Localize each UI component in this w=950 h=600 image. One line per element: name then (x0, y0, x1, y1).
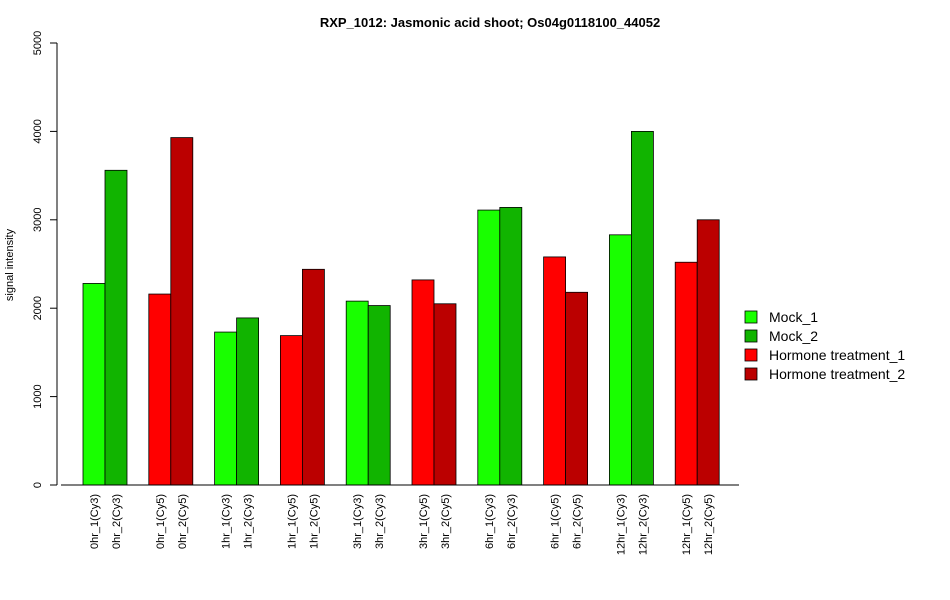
x-tick-label: 12hr_1(Cy3) (615, 494, 627, 555)
legend-swatch (744, 329, 758, 343)
legend-swatch (744, 310, 758, 324)
legend-item: Mock_1 (744, 309, 818, 325)
bar (345, 300, 369, 486)
bar (433, 303, 457, 486)
bars-layer (82, 130, 720, 486)
legend-label: Mock_1 (769, 309, 818, 325)
bar (82, 283, 106, 486)
bar (631, 130, 654, 486)
x-tick-label: 0hr_1(Cy3) (89, 494, 101, 549)
x-tick-label: 1hr_1(Cy3) (221, 494, 233, 549)
y-tick-label: 4000 (32, 119, 44, 143)
y-tick-label: 2000 (32, 296, 44, 320)
x-tick-label: 3hr_2(Cy5) (440, 494, 452, 549)
bar (236, 317, 260, 486)
legend-label: Hormone treatment_2 (769, 366, 905, 382)
bar (301, 268, 325, 486)
y-tick-label: 1000 (32, 384, 44, 408)
x-tick-label: 1hr_1(Cy5) (286, 494, 298, 549)
legend-swatch (744, 367, 758, 381)
y-axis-label: signal intensity (4, 228, 16, 301)
bar (411, 279, 435, 486)
bar (148, 293, 172, 486)
y-tick-label: 5000 (32, 31, 44, 55)
bar (367, 305, 391, 486)
legend-label: Hormone treatment_1 (769, 347, 905, 363)
x-tick-label: 6hr_2(Cy3) (506, 494, 518, 549)
bar (696, 219, 720, 486)
x-tick-label: 3hr_1(Cy5) (418, 494, 430, 549)
y-axis: 0 1000 2000 3000 4000 5000 (32, 31, 58, 488)
y-tick-label: 3000 (32, 208, 44, 232)
x-tick-label: 12hr_2(Cy5) (703, 494, 715, 555)
x-tick-label: 3hr_2(Cy3) (374, 494, 386, 549)
x-tick-label: 0hr_2(Cy3) (111, 494, 123, 549)
bar (170, 137, 194, 486)
x-tick-label: 12hr_1(Cy5) (681, 494, 693, 555)
legend-swatch (744, 348, 758, 362)
legend-item: Mock_2 (744, 328, 818, 344)
bar (214, 331, 238, 486)
bar (674, 261, 698, 486)
x-tick-label: 0hr_1(Cy5) (155, 494, 167, 549)
bar (609, 234, 632, 486)
bar (477, 209, 501, 486)
legend-item: Hormone treatment_2 (744, 366, 905, 382)
x-tick-label: 6hr_2(Cy5) (572, 494, 584, 549)
legend: Mock_1 Mock_2 Hormone treatment_1 Hormone t… (744, 309, 905, 382)
chart-title: RXP_1012: Jasmonic acid shoot; Os04g0118… (320, 15, 660, 30)
x-tick-labels: 0hr_1(Cy3) 0hr_2(Cy3) 0hr_1(Cy5) 0hr_2(Cy5)… (89, 494, 715, 555)
bar (104, 169, 128, 486)
x-tick-label: 3hr_1(Cy3) (352, 494, 364, 549)
x-tick-label: 1hr_2(Cy3) (243, 494, 255, 549)
x-tick-label: 12hr_2(Cy3) (637, 494, 649, 555)
bar (279, 335, 303, 486)
bar (565, 291, 588, 486)
legend-label: Mock_2 (769, 328, 818, 344)
bar (499, 207, 523, 486)
bar (543, 256, 566, 486)
x-tick-label: 0hr_2(Cy5) (177, 494, 189, 549)
y-tick-label: 0 (32, 482, 44, 488)
x-tick-label: 6hr_1(Cy3) (484, 494, 496, 549)
x-tick-label: 1hr_2(Cy5) (308, 494, 320, 549)
x-tick-label: 6hr_1(Cy5) (550, 494, 562, 549)
legend-item: Hormone treatment_1 (744, 347, 905, 363)
